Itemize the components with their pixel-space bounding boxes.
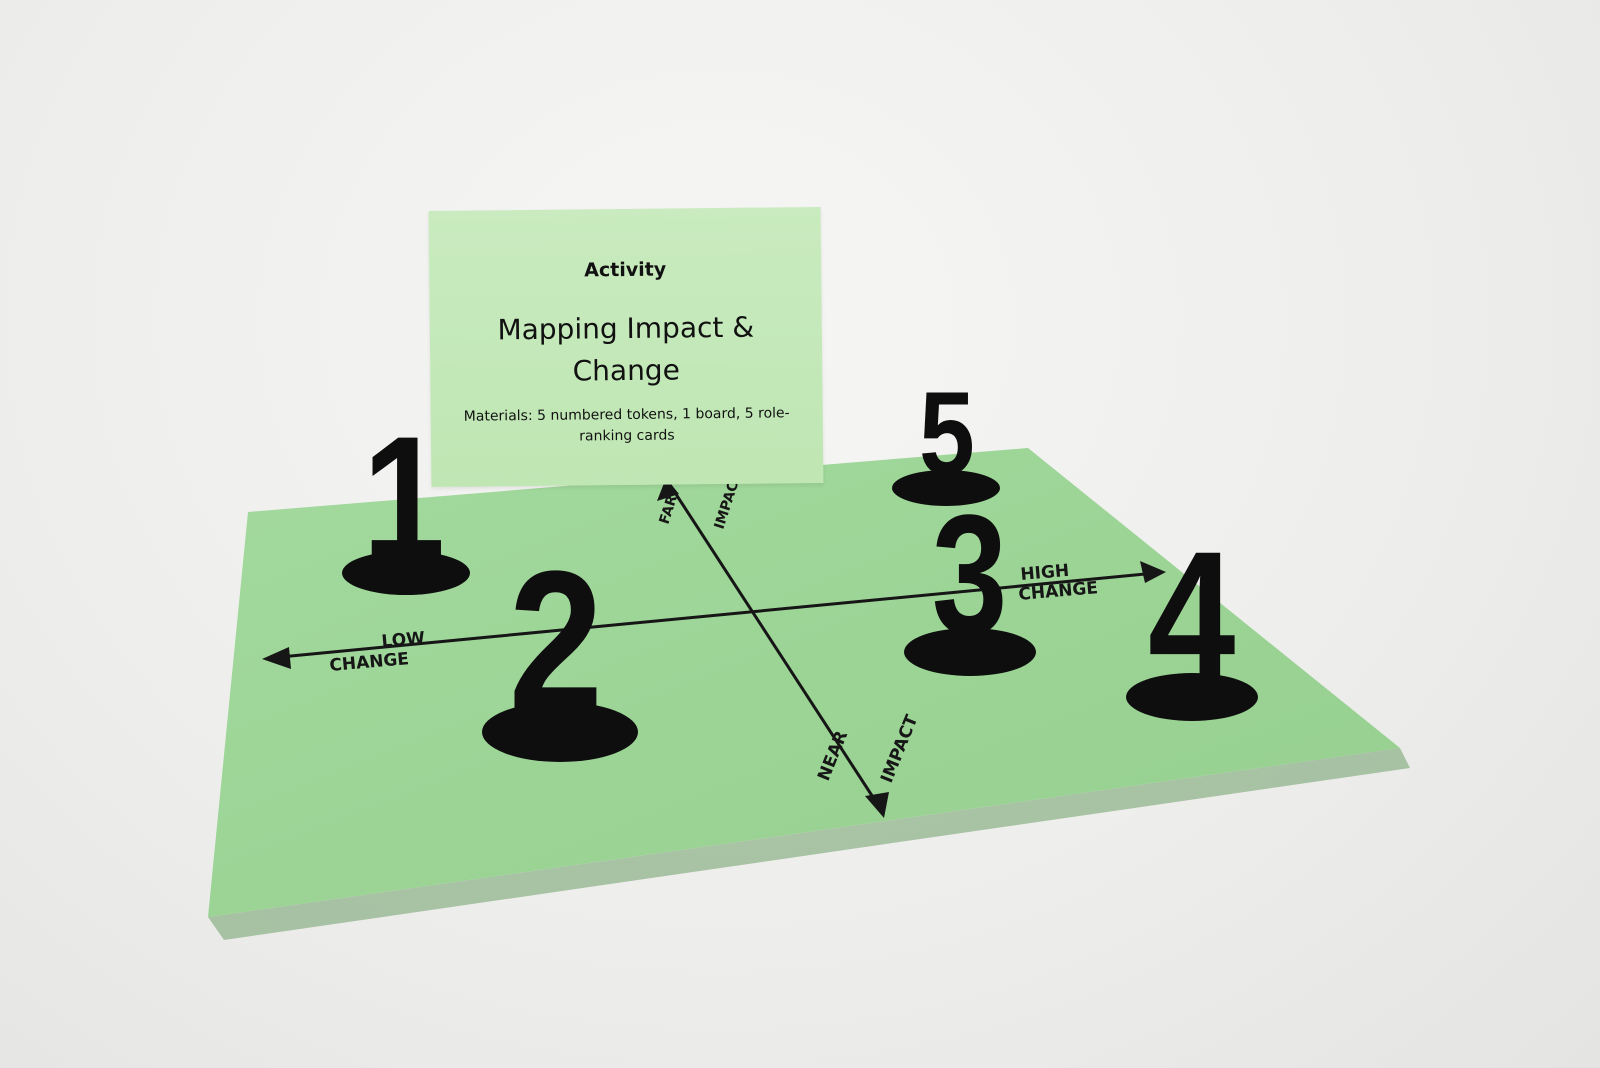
number-tokens: 5 1 3 4 2 (342, 368, 1258, 762)
token-3-numeral: 3 (932, 480, 1008, 670)
card-materials: Materials: 5 numbered tokens, 1 board, 5… (463, 405, 790, 445)
high-change-arrow-icon (1140, 561, 1166, 583)
low-label: LOW (381, 628, 426, 652)
change-axis-line (269, 571, 1157, 660)
low-change-arrow-icon (262, 647, 291, 669)
token-2-numeral: 2 (509, 530, 604, 753)
token-4-numeral: 4 (1148, 514, 1235, 720)
token-2: 2 (482, 530, 638, 762)
near-impact-arrow-icon (865, 792, 889, 818)
far-impact-arrow-icon (657, 478, 679, 501)
board-surface (208, 448, 1400, 917)
token-5-numeral: 5 (919, 368, 975, 499)
activity-card: Activity Mapping Impact & Change Materia… (428, 206, 824, 488)
token-3: 3 (904, 480, 1036, 676)
token-4: 4 (1126, 514, 1258, 721)
board-axes (269, 484, 1157, 809)
board-edge-shadow (208, 748, 1410, 940)
card-kicker: Activity (584, 258, 667, 282)
game-board (208, 448, 1410, 940)
impact-axis-line (668, 484, 882, 809)
token-5: 5 (892, 368, 1000, 506)
high-label: HIGH (1020, 561, 1070, 585)
card-title: Mapping Impact & Change (497, 310, 755, 388)
